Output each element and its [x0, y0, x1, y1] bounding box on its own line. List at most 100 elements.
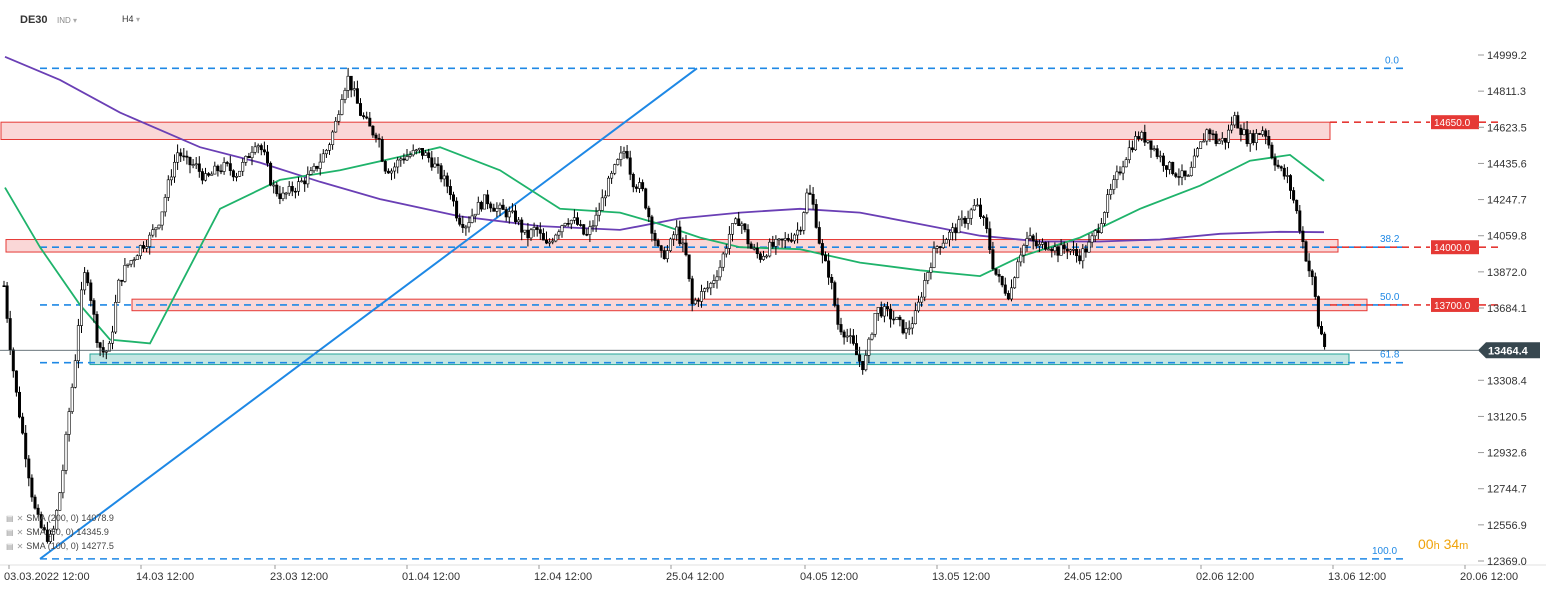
countdown-minutes: 34 — [1443, 536, 1460, 552]
candle-body — [439, 165, 443, 180]
candle-body — [771, 241, 775, 247]
timeframe-text: H4 — [122, 14, 134, 24]
candle — [517, 216, 521, 226]
candle-body — [1217, 140, 1221, 144]
candle-body — [557, 231, 561, 236]
candle — [191, 159, 195, 169]
candle — [278, 185, 282, 205]
candle — [622, 146, 626, 159]
candle — [42, 524, 46, 533]
candle — [1041, 238, 1045, 249]
candle-body — [1245, 129, 1249, 145]
candle — [55, 509, 59, 532]
candle — [371, 125, 375, 138]
candle-body — [253, 146, 257, 153]
candle-body — [259, 145, 263, 151]
candle-body — [1323, 333, 1327, 347]
candle-body — [1304, 241, 1308, 262]
candle-body — [572, 217, 576, 221]
candle-body — [219, 170, 223, 173]
candle-body — [1146, 140, 1150, 143]
candle-body — [941, 242, 945, 249]
candle-body — [61, 470, 65, 494]
candle — [479, 200, 483, 212]
candle-body — [98, 342, 102, 348]
candle — [1186, 173, 1190, 177]
candle — [241, 158, 245, 177]
legend-sma50[interactable]: ▤ ✕ SMA (50, 0) 14345.9 — [6, 527, 109, 537]
candle-body — [111, 331, 115, 344]
menu-icon[interactable]: ▤ — [6, 542, 14, 551]
candle-body — [513, 210, 517, 223]
menu-icon[interactable]: ▤ — [6, 514, 14, 523]
candle-body — [1152, 148, 1156, 150]
symbol-label[interactable]: DE30 — [20, 14, 48, 26]
close-icon[interactable]: ✕ — [16, 514, 24, 523]
legend-sma100[interactable]: ▤ ✕ SMA (100, 0) 14277.5 — [6, 541, 114, 551]
candle-body — [1096, 230, 1100, 234]
candle — [721, 251, 725, 272]
candle — [482, 194, 486, 210]
candle-body — [45, 529, 49, 542]
candle — [820, 239, 824, 264]
candle — [610, 170, 614, 184]
candle-body — [1285, 175, 1289, 177]
y-tick-label: 14247.7 — [1487, 195, 1527, 207]
candle-body — [352, 88, 356, 91]
candle-body — [560, 225, 564, 233]
candle — [1099, 217, 1103, 234]
candle — [1177, 168, 1181, 186]
candle-body — [1158, 155, 1162, 158]
candle — [284, 191, 288, 200]
candle — [492, 203, 496, 212]
candle-body — [135, 255, 139, 260]
zone-resistance — [0, 121, 1331, 140]
candle-body — [985, 217, 989, 229]
candle — [1087, 234, 1091, 253]
candle-body — [1214, 133, 1218, 144]
candle — [526, 222, 530, 247]
candle-body — [67, 411, 71, 435]
candle-body — [827, 260, 831, 278]
candle — [1140, 130, 1144, 142]
close-icon[interactable]: ✕ — [16, 542, 24, 551]
candle-body — [504, 209, 508, 218]
candle-body — [1130, 147, 1134, 151]
candle — [920, 292, 924, 307]
candle-body — [858, 354, 862, 362]
candle — [374, 132, 378, 143]
candle — [1264, 128, 1268, 145]
candle — [548, 238, 552, 247]
candle-body — [780, 238, 784, 241]
timeframe-selector[interactable]: H4 ▾ — [122, 14, 140, 24]
mode-label[interactable]: IND ▾ — [57, 16, 77, 25]
candle — [262, 141, 266, 156]
candle-body — [1106, 194, 1110, 213]
candle-body — [148, 234, 152, 247]
candle — [275, 181, 279, 197]
candle — [1227, 124, 1231, 149]
candle — [1059, 239, 1063, 256]
candle-body — [284, 192, 288, 195]
candle-body — [947, 231, 951, 240]
candle — [27, 455, 31, 487]
level-tag-label: 14650.0 — [1434, 118, 1471, 129]
candle-body — [1276, 164, 1280, 167]
candle — [923, 272, 927, 302]
close-icon[interactable]: ✕ — [16, 528, 24, 537]
candle — [73, 354, 77, 389]
x-tick-label: 01.04 12:00 — [402, 571, 460, 583]
candle-body — [730, 223, 734, 235]
candle — [362, 112, 366, 120]
candle — [827, 252, 831, 285]
candle — [901, 319, 905, 335]
candle — [848, 328, 852, 344]
y-tick-label: 12369.0 — [1487, 556, 1527, 568]
candle-body — [991, 249, 995, 270]
candle-body — [882, 306, 886, 317]
candle-body — [228, 163, 232, 171]
menu-icon[interactable]: ▤ — [6, 528, 14, 537]
candle-body — [892, 318, 896, 321]
legend-sma200[interactable]: ▤ ✕ SMA (200, 0) 14078.9 — [6, 513, 114, 523]
